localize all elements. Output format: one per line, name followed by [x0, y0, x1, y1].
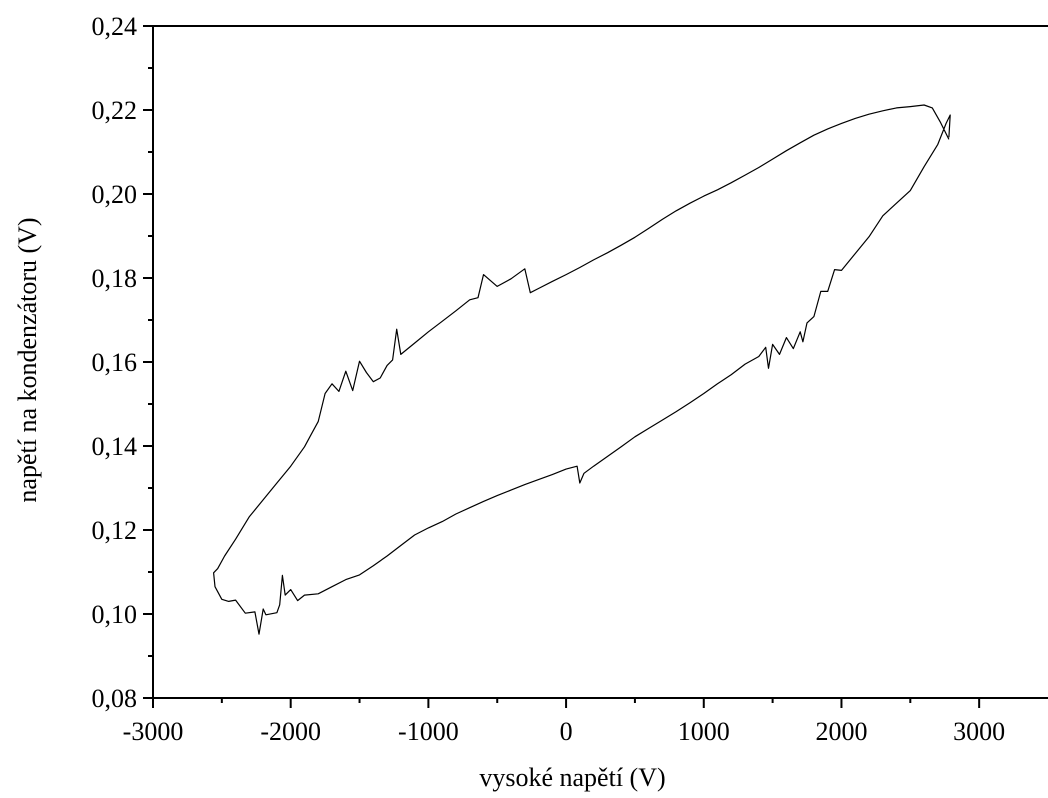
series-line [213, 104, 951, 635]
x-tick-label: 1000 [678, 717, 730, 746]
y-tick-label: 0,12 [92, 516, 138, 545]
x-tick-label: 2000 [815, 717, 867, 746]
plot-area [213, 104, 951, 635]
y-tick-label: 0,16 [92, 348, 138, 377]
y-tick-label: 0,20 [92, 180, 138, 209]
y-tick-label: 0,18 [92, 264, 138, 293]
y-tick-label: 0,08 [92, 684, 138, 713]
x-tick-label: -2000 [260, 717, 321, 746]
y-tick-label: 0,24 [92, 12, 138, 41]
y-tick-labels: 0,08 0,10 0,12 0,14 0,16 0,18 0,20 0,22 0,24 [92, 12, 138, 713]
y-axis-title: napětí na kondenzátoru (V) [13, 217, 42, 502]
x-tick-label: -3000 [123, 717, 184, 746]
y-tick-label: 0,22 [92, 96, 138, 125]
chart-ticks [143, 25, 981, 708]
y-tick-label: 0,10 [92, 600, 138, 629]
x-tick-label: 3000 [953, 717, 1005, 746]
x-axis-title: vysoké napětí (V) [479, 763, 665, 792]
x-tick-label: 0 [560, 717, 573, 746]
chart-axes [152, 25, 1048, 699]
y-tick-label: 0,14 [92, 432, 138, 461]
x-tick-labels: -3000 -2000 -1000 0 1000 2000 3000 [123, 717, 1005, 746]
x-tick-label: -1000 [398, 717, 459, 746]
